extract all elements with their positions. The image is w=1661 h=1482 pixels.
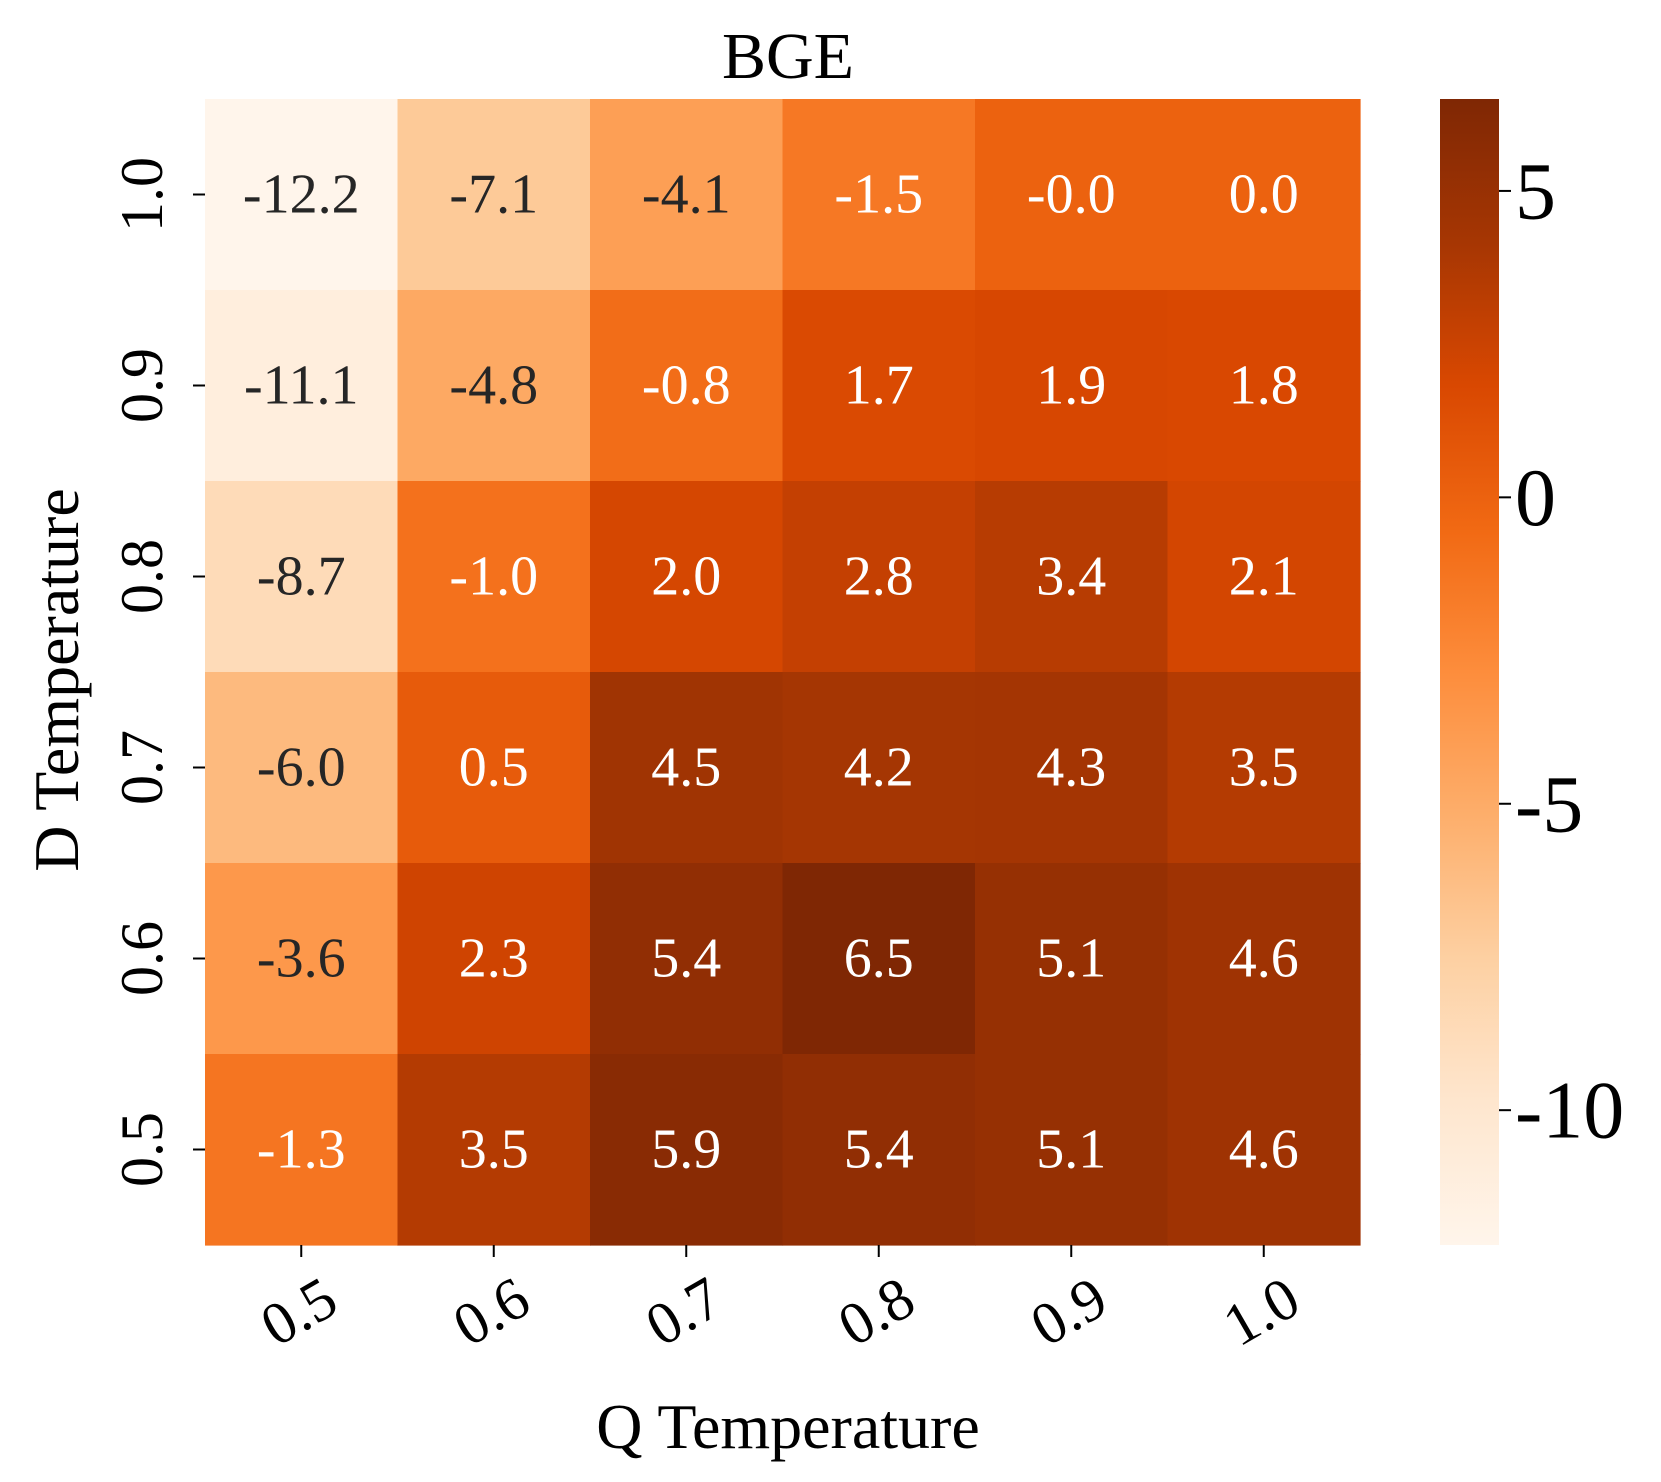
heatmap-cell bbox=[782, 672, 976, 864]
cell-label: 6.5 bbox=[844, 928, 914, 990]
x-tick-label: 0.8 bbox=[827, 1264, 925, 1359]
heatmap-cell bbox=[782, 481, 976, 673]
cell-label: -12.2 bbox=[243, 164, 360, 226]
cell-label: 5.4 bbox=[844, 1119, 914, 1181]
heatmap-cell bbox=[397, 290, 591, 482]
heatmap-cell bbox=[1167, 672, 1361, 864]
cell-label: 3.4 bbox=[1036, 546, 1106, 608]
x-tick-label: 1.0 bbox=[1212, 1264, 1310, 1359]
cell-label: -3.6 bbox=[257, 928, 346, 990]
y-tick-label: 1.0 bbox=[109, 157, 175, 232]
heatmap-cell bbox=[397, 99, 591, 291]
heatmap-cell bbox=[205, 290, 399, 482]
cell-label: 4.3 bbox=[1036, 737, 1106, 799]
heatmap-cell bbox=[590, 1054, 784, 1246]
heatmap-cell bbox=[975, 1054, 1169, 1246]
heatmap-cell bbox=[975, 99, 1169, 291]
x-axis-title: Q Temperature bbox=[596, 1391, 980, 1462]
heatmap-cell bbox=[975, 672, 1169, 864]
heatmap-cell bbox=[782, 1054, 976, 1246]
cell-label: 5.1 bbox=[1036, 1119, 1106, 1181]
x-tick-label: 0.7 bbox=[635, 1264, 733, 1359]
cell-label: 4.5 bbox=[651, 737, 721, 799]
cell-label: 1.7 bbox=[844, 355, 914, 417]
cell-label: -4.8 bbox=[449, 355, 538, 417]
heatmap-cell bbox=[205, 99, 399, 291]
y-tick-label: 0.9 bbox=[109, 348, 175, 423]
chart-title: BGE bbox=[722, 20, 854, 93]
heatmap-cell bbox=[590, 290, 784, 482]
cell-label: 4.2 bbox=[844, 737, 914, 799]
heatmap-cell bbox=[205, 672, 399, 864]
y-tick-label: 0.8 bbox=[109, 539, 175, 614]
heatmap-cell bbox=[1167, 99, 1361, 291]
heatmap-cell bbox=[782, 99, 976, 291]
cell-label: -11.1 bbox=[244, 355, 359, 417]
colorbar-tick-label: 0 bbox=[1515, 452, 1556, 543]
cell-label: 5.1 bbox=[1036, 928, 1106, 990]
cell-label: 1.8 bbox=[1229, 355, 1299, 417]
cell-label: -1.0 bbox=[449, 546, 538, 608]
heatmap-cell bbox=[590, 99, 784, 291]
heatmap-cell bbox=[590, 672, 784, 864]
cell-label: 2.0 bbox=[651, 546, 721, 608]
cell-label: 5.9 bbox=[651, 1119, 721, 1181]
cell-label: 0.0 bbox=[1229, 164, 1299, 226]
cell-label: 1.9 bbox=[1036, 355, 1106, 417]
heatmap-cell bbox=[975, 290, 1169, 482]
colorbar-tick-label: -5 bbox=[1515, 758, 1583, 849]
cell-label: -8.7 bbox=[257, 546, 346, 608]
heatmap-cell bbox=[590, 481, 784, 673]
heatmap-cell bbox=[397, 1054, 591, 1246]
colorbar bbox=[1440, 99, 1499, 1245]
cell-label: 4.6 bbox=[1229, 928, 1299, 990]
heatmap-cells: -12.2 -7.1 -4.1 -1.5 -0.0 0.0 -11.1 -4.8 -0.8 1.7… bbox=[205, 99, 1361, 1246]
heatmap-cell bbox=[782, 290, 976, 482]
heatmap-cell bbox=[782, 863, 976, 1055]
y-tick-label: 0.6 bbox=[109, 921, 175, 996]
y-tick-label: 0.7 bbox=[109, 730, 175, 805]
x-tick-label: 0.9 bbox=[1020, 1264, 1118, 1359]
cell-label: -6.0 bbox=[257, 737, 346, 799]
cell-label: 0.5 bbox=[459, 737, 529, 799]
cell-label: 2.8 bbox=[844, 546, 914, 608]
heatmap-cell bbox=[975, 863, 1169, 1055]
heatmap-cell bbox=[205, 1054, 399, 1246]
heatmap-cell bbox=[590, 863, 784, 1055]
cell-label: 4.6 bbox=[1229, 1119, 1299, 1181]
y-tick-label: 0.5 bbox=[109, 1112, 175, 1187]
cell-label: -0.0 bbox=[1027, 164, 1116, 226]
cell-label: -4.1 bbox=[642, 164, 731, 226]
heatmap-cell bbox=[205, 481, 399, 673]
x-tick-label: 0.5 bbox=[250, 1264, 348, 1359]
cell-label: -1.3 bbox=[257, 1119, 346, 1181]
x-axis-ticks: 0.5 0.6 0.7 0.8 0.9 1.0 bbox=[250, 1245, 1310, 1359]
heatmap-cell bbox=[1167, 481, 1361, 673]
heatmap-cell bbox=[397, 672, 591, 864]
cell-label: 3.5 bbox=[1229, 737, 1299, 799]
heatmap-cell bbox=[205, 863, 399, 1055]
cell-label: -7.1 bbox=[449, 164, 538, 226]
heatmap-cell bbox=[975, 481, 1169, 673]
colorbar-ticks: 5 0 -5 -10 bbox=[1499, 145, 1624, 1156]
heatmap-cell bbox=[1167, 1054, 1361, 1246]
cell-label: 5.4 bbox=[651, 928, 721, 990]
colorbar-tick-label: -10 bbox=[1515, 1065, 1624, 1156]
y-axis-ticks: 1.0 0.9 0.8 0.7 0.6 0.5 bbox=[109, 157, 205, 1187]
cell-label: 2.1 bbox=[1229, 546, 1299, 608]
cell-label: -0.8 bbox=[642, 355, 731, 417]
cell-label: 3.5 bbox=[459, 1119, 529, 1181]
y-axis-title: D Temperature bbox=[21, 488, 92, 872]
x-tick-label: 0.6 bbox=[442, 1264, 540, 1359]
heatmap-cell bbox=[1167, 863, 1361, 1055]
heatmap-cell bbox=[397, 863, 591, 1055]
colorbar-tick-label: 5 bbox=[1515, 145, 1556, 236]
cell-label: -1.5 bbox=[834, 164, 923, 226]
cell-label: 2.3 bbox=[459, 928, 529, 990]
heatmap-cell bbox=[1167, 290, 1361, 482]
heatmap-cell bbox=[397, 481, 591, 673]
